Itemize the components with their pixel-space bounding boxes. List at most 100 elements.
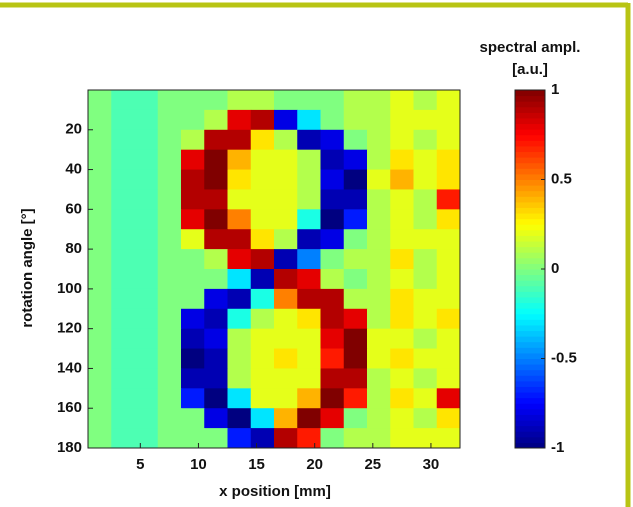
colorbar-tick-label: 0 (551, 260, 559, 277)
heatmap-cell (134, 149, 159, 171)
heatmap-cell (297, 308, 321, 330)
colorbar-segment (515, 246, 545, 253)
heatmap-cell (413, 368, 438, 389)
heatmap-cell (436, 149, 461, 171)
colorbar-segment (515, 168, 545, 175)
heatmap-cell (227, 388, 252, 409)
heatmap-cell (320, 149, 345, 171)
y-tick-label: 40 (65, 161, 82, 178)
heatmap-cell (297, 269, 321, 290)
colorbar-label: spectral ampl. (480, 39, 581, 56)
heatmap-cell (181, 408, 205, 429)
colorbar-segment (515, 358, 545, 365)
heatmap-cell (390, 90, 414, 111)
colorbar-segment (515, 347, 545, 354)
heatmap-cell (413, 388, 438, 409)
heatmap-cell (227, 308, 252, 330)
heatmap-cell (343, 368, 368, 389)
heatmap-cell (367, 189, 391, 210)
heatmap-cell (204, 408, 228, 429)
heatmap-cell (343, 209, 368, 230)
y-tick-label: 80 (65, 240, 82, 257)
colorbar-segment (515, 369, 545, 376)
heatmap-cell (134, 388, 159, 409)
heatmap-cell (390, 288, 414, 310)
heatmap-cell (157, 229, 182, 250)
heatmap-cell (297, 129, 321, 151)
heatmap-cell (390, 308, 414, 330)
heatmap-cell (297, 348, 321, 369)
heatmap-cell (250, 428, 275, 449)
colorbar-segment (515, 162, 545, 169)
heatmap-cell (413, 169, 438, 190)
heatmap-cell (367, 308, 391, 330)
heatmap-cell (413, 149, 438, 171)
heatmap-cell (227, 269, 252, 290)
heatmap-cell (227, 288, 252, 310)
heatmap-cell (436, 169, 461, 190)
heatmap-cell (436, 90, 461, 111)
heatmap-cell (343, 169, 368, 190)
heatmap-cell (297, 288, 321, 310)
heatmap-cell (250, 169, 275, 190)
heatmap-cell (274, 428, 298, 449)
heatmap-cell (343, 348, 368, 369)
colorbar-segment (515, 408, 545, 415)
heatmap-cell (111, 90, 135, 111)
colorbar-segment (515, 425, 545, 432)
colorbar-tick-label: -0.5 (551, 349, 577, 366)
colorbar-segment (515, 269, 545, 276)
heatmap-cell (111, 269, 135, 290)
heatmap-cell (204, 269, 228, 290)
heatmap-cell (297, 149, 321, 171)
heatmap-cell (320, 229, 345, 250)
colorbar-segment (515, 218, 545, 225)
heatmap-cell (390, 388, 414, 409)
heatmap-cell (320, 269, 345, 290)
heatmap-cell (204, 90, 228, 111)
heatmap-cell (413, 129, 438, 151)
heatmap-cell (274, 90, 298, 111)
heatmap-cell (320, 348, 345, 369)
heatmap-cell (227, 368, 252, 389)
heatmap-cell (320, 189, 345, 210)
colorbar-segment (515, 106, 545, 113)
heatmap-cell (181, 149, 205, 171)
heatmap-cell (157, 129, 182, 151)
heatmap-cell (204, 368, 228, 389)
heatmap-cell (436, 229, 461, 250)
heatmap-cell (413, 209, 438, 230)
heatmap-cell (297, 428, 321, 449)
heatmap-cell (274, 308, 298, 330)
heatmap-cell (157, 388, 182, 409)
heatmap-cell (274, 348, 298, 369)
heatmap-cell (367, 109, 391, 131)
heatmap-cell (343, 129, 368, 151)
heatmap-cell (227, 129, 252, 151)
colorbar-segment (515, 185, 545, 192)
heatmap-cell (134, 109, 159, 131)
heatmap-cell (343, 328, 368, 350)
heatmap-cell (227, 109, 252, 131)
heatmap-cell (297, 109, 321, 131)
heatmap-cell (111, 428, 135, 449)
colorbar-segment (515, 324, 545, 332)
colorbar-segment (515, 129, 545, 136)
colorbar-segment (515, 280, 545, 287)
colorbar-segment (515, 95, 545, 102)
heatmap-cell (320, 428, 345, 449)
heatmap-cell (204, 328, 228, 350)
heatmap-cell (111, 288, 135, 310)
colorbar-segment (515, 229, 545, 236)
heatmap-cell (250, 189, 275, 210)
heatmap-cell (134, 209, 159, 230)
heatmap-cell (157, 428, 182, 449)
heatmap-cell (88, 90, 112, 111)
heatmap-cell (157, 308, 182, 330)
heatmap-cell (204, 209, 228, 230)
heatmap-cell (320, 209, 345, 230)
heatmap-cell (367, 348, 391, 369)
heatmap-cell (134, 269, 159, 290)
heatmap-cell (436, 428, 461, 449)
heatmap-cell (367, 269, 391, 290)
